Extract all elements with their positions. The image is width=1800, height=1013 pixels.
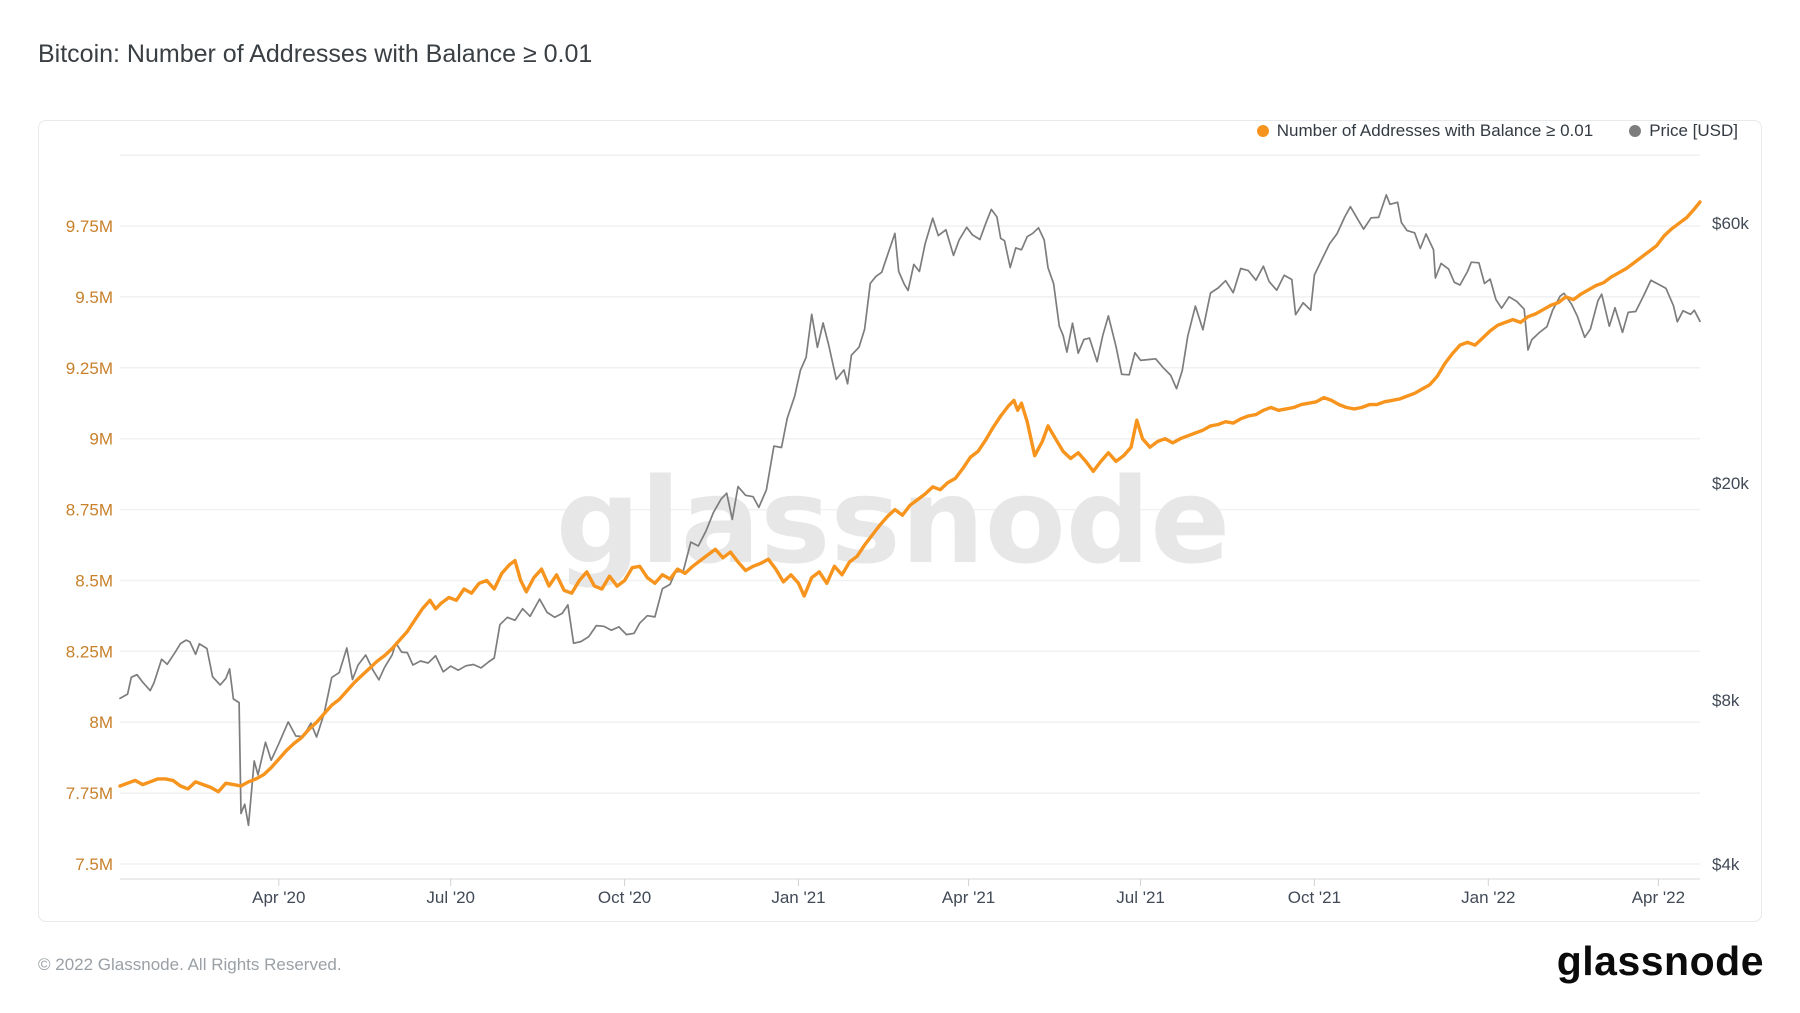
glassnode-logo[interactable]: glassnode: [1556, 938, 1764, 984]
y-right-tick-label: $4k: [1712, 855, 1740, 874]
y-left-tick-label: 9.75M: [66, 217, 113, 236]
y-right-tick-label: $8k: [1712, 691, 1740, 710]
y-left-tick-label: 8.25M: [66, 642, 113, 661]
legend-item-addresses[interactable]: Number of Addresses with Balance ≥ 0.01: [1256, 121, 1594, 141]
legend-label-addresses: Number of Addresses with Balance ≥ 0.01: [1276, 121, 1594, 140]
x-tick-label: Apr '20: [252, 888, 305, 907]
legend-item-price[interactable]: Price [USD]: [1629, 121, 1738, 141]
x-tick-label: Oct '21: [1288, 888, 1341, 907]
x-tick-label: Jan '21: [771, 888, 825, 907]
page-title: Bitcoin: Number of Addresses with Balanc…: [38, 40, 593, 68]
legend-label-price: Price [USD]: [1649, 121, 1738, 140]
x-tick-label: Jul '20: [426, 888, 475, 907]
watermark: glassnode: [556, 452, 1231, 590]
footer-copyright: © 2022 Glassnode. All Rights Reserved.: [38, 955, 342, 974]
y-right-tick-label: $20k: [1712, 474, 1749, 493]
y-left-tick-label: 9M: [89, 430, 113, 449]
chart-plot-area[interactable]: [120, 140, 1700, 879]
y-right-tick-label: $60k: [1712, 214, 1749, 233]
legend: Number of Addresses with Balance ≥ 0.01 …: [1256, 119, 1738, 143]
legend-dot-price-icon: [1629, 125, 1642, 137]
y-left-tick-label: 7.75M: [66, 784, 113, 803]
y-left-tick-label: 8.75M: [66, 501, 113, 520]
x-tick-label: Apr '21: [942, 888, 995, 907]
y-left-tick-label: 9.25M: [66, 359, 113, 378]
y-left-tick-label: 8M: [89, 713, 113, 732]
y-left-tick-label: 9.5M: [75, 288, 113, 307]
x-tick-label: Jul '21: [1116, 888, 1165, 907]
series-addresses-line: [118, 200, 1702, 794]
x-tick-label: Jan '22: [1461, 888, 1515, 907]
x-tick-label: Oct '20: [598, 888, 651, 907]
chart-panel: [38, 120, 1762, 922]
legend-dot-addresses-icon: [1256, 125, 1269, 137]
y-left-tick-label: 7.5M: [75, 855, 113, 874]
series-price-line: [119, 194, 1701, 827]
x-tick-label: Apr '22: [1632, 888, 1685, 907]
y-left-tick-label: 8.5M: [75, 572, 113, 591]
